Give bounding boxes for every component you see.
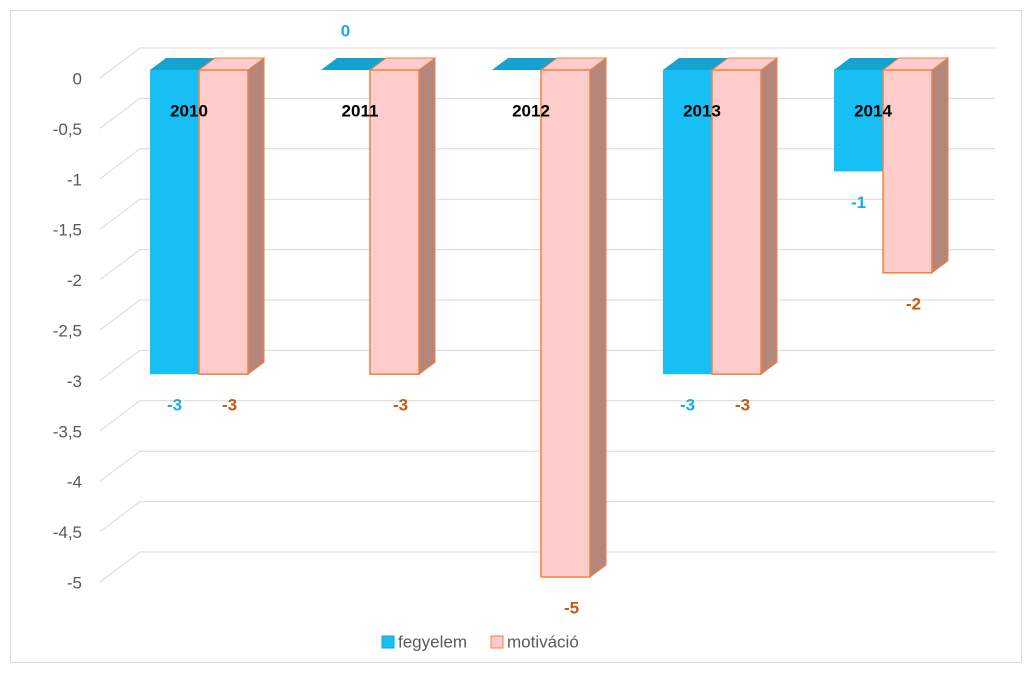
legend-swatch (490, 635, 504, 649)
bar (882, 69, 933, 274)
y-tick-label: -5 (67, 573, 82, 592)
y-tick-label: -3 (67, 372, 82, 391)
category-label: 2010 (170, 101, 208, 120)
y-tick-label: -0,5 (53, 120, 82, 139)
grid-line (99, 551, 995, 583)
data-label: -3 (393, 396, 408, 415)
grid-line (99, 450, 995, 482)
data-label: -3 (167, 396, 182, 415)
bar-top (663, 58, 728, 70)
data-label: -5 (564, 598, 579, 617)
y-tick-label: -4 (67, 473, 82, 492)
data-label: -2 (906, 294, 921, 313)
bar (540, 69, 591, 578)
y-tick-label: -2 (67, 271, 82, 290)
bar-side (931, 57, 949, 274)
y-tick-label: -1 (67, 170, 82, 189)
bar-top (321, 58, 386, 70)
category-label: 2012 (512, 101, 550, 120)
bar (150, 70, 199, 375)
grid-line (99, 501, 995, 532)
legend-label: motiváció (507, 632, 579, 651)
grid-line (99, 47, 995, 79)
bar-top (492, 58, 557, 70)
data-label: -1 (851, 193, 866, 212)
bar-side (418, 57, 436, 376)
bar (834, 70, 883, 172)
data-label: -3 (680, 396, 695, 415)
data-label: -3 (222, 396, 237, 415)
y-tick-label: -4,5 (53, 523, 82, 542)
legend-swatch (381, 635, 395, 649)
bar-top (150, 58, 215, 70)
category-label: 2011 (342, 101, 379, 120)
bar (198, 69, 249, 375)
bar-top (834, 58, 899, 70)
y-tick-label: -2,5 (53, 321, 82, 340)
category-label: 2014 (854, 101, 892, 120)
data-label: 0 (341, 21, 350, 40)
bar-side (760, 57, 778, 376)
category-label: 2013 (683, 101, 721, 120)
y-tick-label: -1,5 (53, 221, 82, 240)
data-label: -3 (735, 396, 750, 415)
grid-line (99, 400, 995, 432)
bar (369, 69, 420, 375)
bar-side (589, 57, 607, 578)
bar-side (247, 57, 265, 376)
legend-label: fegyelem (398, 632, 467, 651)
y-tick-label: -3,5 (53, 422, 82, 441)
bar (711, 69, 762, 375)
y-tick-label: 0 (73, 69, 82, 88)
bar (663, 70, 712, 375)
